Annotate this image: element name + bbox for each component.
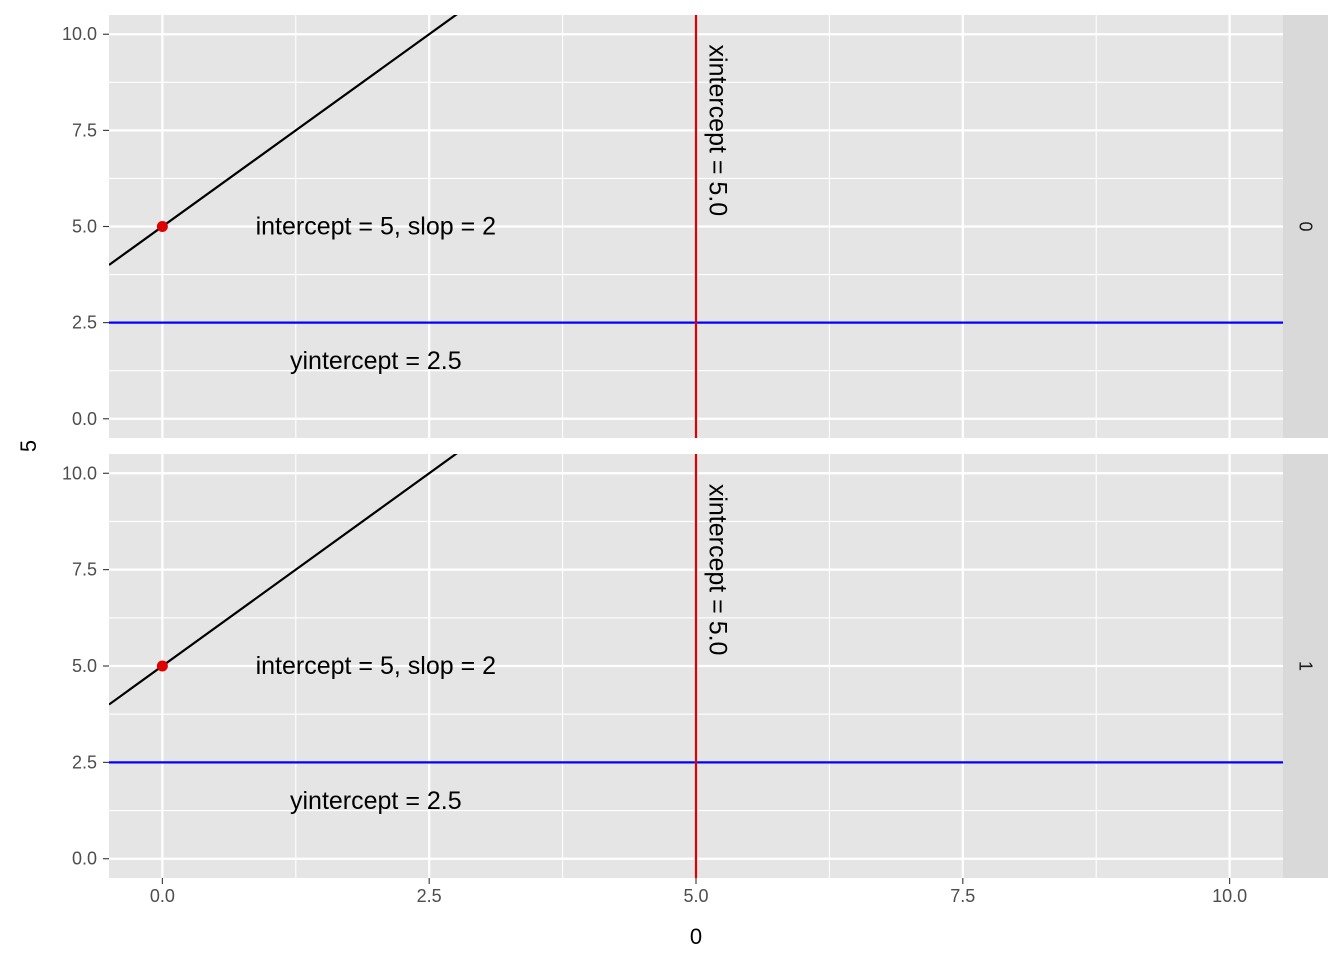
data-point bbox=[156, 660, 168, 672]
y-tick-label: 5.0 bbox=[72, 217, 97, 237]
data-layer bbox=[109, 15, 1283, 438]
y-tick-label: 10.0 bbox=[62, 24, 97, 44]
y-tick-label: 5.0 bbox=[72, 656, 97, 676]
xintercept-label: xintercept = 5.0 bbox=[703, 484, 731, 656]
annotation-label: yintercept = 2.5 bbox=[290, 787, 462, 815]
x-tick-label: 0.0 bbox=[150, 886, 175, 906]
x-tick-label: 7.5 bbox=[950, 886, 975, 906]
facet-strip-label: 1 bbox=[1296, 661, 1316, 671]
y-tick-label: 7.5 bbox=[72, 120, 97, 140]
y-tick-label: 0.0 bbox=[72, 409, 97, 429]
y-tick-label: 2.5 bbox=[72, 752, 97, 772]
y-tick-label: 7.5 bbox=[72, 560, 97, 580]
y-tick-label: 10.0 bbox=[62, 463, 97, 483]
facet-strip bbox=[1283, 15, 1328, 438]
facet-strip bbox=[1283, 454, 1328, 878]
abline-series bbox=[109, 15, 458, 266]
annotation-label: yintercept = 2.5 bbox=[290, 347, 462, 375]
y-axis-title: 5 bbox=[16, 440, 41, 452]
facet-panel-0: intercept = 5, slop = 2 yintercept = 2.5 x… bbox=[62, 15, 1328, 438]
data-point bbox=[156, 221, 168, 232]
x-axis-title: 0 bbox=[690, 924, 702, 949]
abline-series bbox=[109, 454, 458, 706]
facet-panel-1: intercept = 5, slop = 2 yintercept = 2.5 x… bbox=[62, 454, 1328, 906]
annotation-label: intercept = 5, slop = 2 bbox=[256, 213, 496, 241]
y-tick-label: 2.5 bbox=[72, 313, 97, 333]
y-tick-label: 0.0 bbox=[72, 849, 97, 869]
xintercept-label: xintercept = 5.0 bbox=[703, 45, 731, 217]
annotation-label: intercept = 5, slop = 2 bbox=[256, 652, 496, 680]
data-layer bbox=[109, 454, 1283, 878]
facet-strip-label: 0 bbox=[1296, 221, 1316, 231]
x-tick-label: 5.0 bbox=[683, 886, 708, 906]
x-tick-label: 10.0 bbox=[1212, 886, 1247, 906]
x-tick-label: 2.5 bbox=[417, 886, 442, 906]
